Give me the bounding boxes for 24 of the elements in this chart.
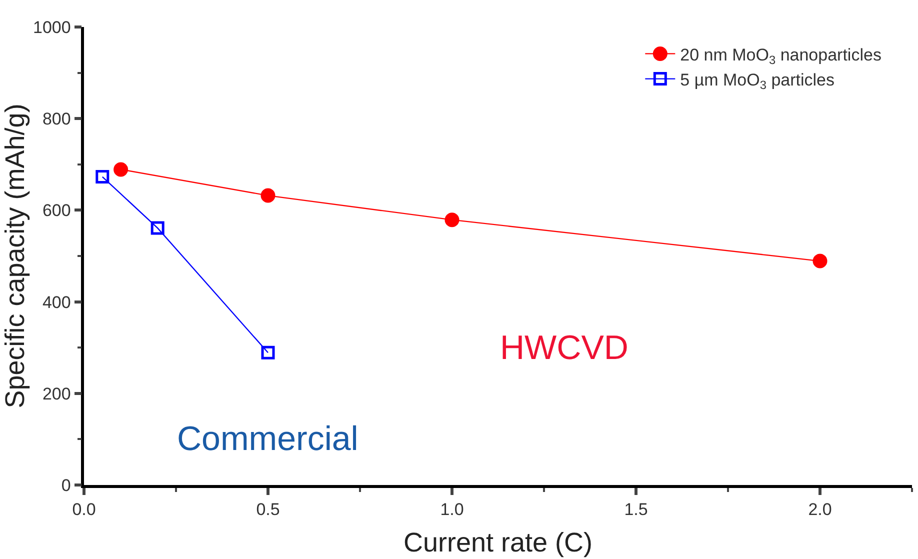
point — [261, 346, 275, 360]
point — [444, 212, 460, 228]
point — [260, 188, 276, 203]
x-tick-label: 0.0 — [72, 500, 96, 520]
y-axis-title: Specific capacity (mAh/g) — [0, 104, 30, 408]
y-tick-label: 200 — [42, 384, 71, 404]
x-axis-title: Current rate (C) — [403, 528, 593, 558]
point — [96, 170, 110, 184]
y-tick-label: 0 — [61, 476, 71, 495]
x-tick-label: 0.5 — [256, 500, 280, 520]
annotation: HWCVD — [500, 329, 628, 367]
legend-label: 5 µm MoO$_{3}$ particles — [680, 70, 835, 92]
y-tick-label: 400 — [42, 292, 71, 312]
y-tick-label: 1000 — [33, 18, 71, 37]
x-tick-label: 2.0 — [808, 500, 832, 520]
y-tick-label: 800 — [42, 110, 71, 129]
point — [150, 221, 164, 235]
x-tick-label: 1.5 — [624, 500, 648, 520]
legend-label: 20 nm MoO$_{3}$ nanoparticles — [680, 45, 882, 67]
annotation: Commercial — [177, 420, 358, 458]
x-tick-label: 1.0 — [440, 500, 464, 520]
y-tick-label: 600 — [42, 201, 71, 220]
point — [812, 254, 828, 268]
point — [114, 162, 128, 177]
